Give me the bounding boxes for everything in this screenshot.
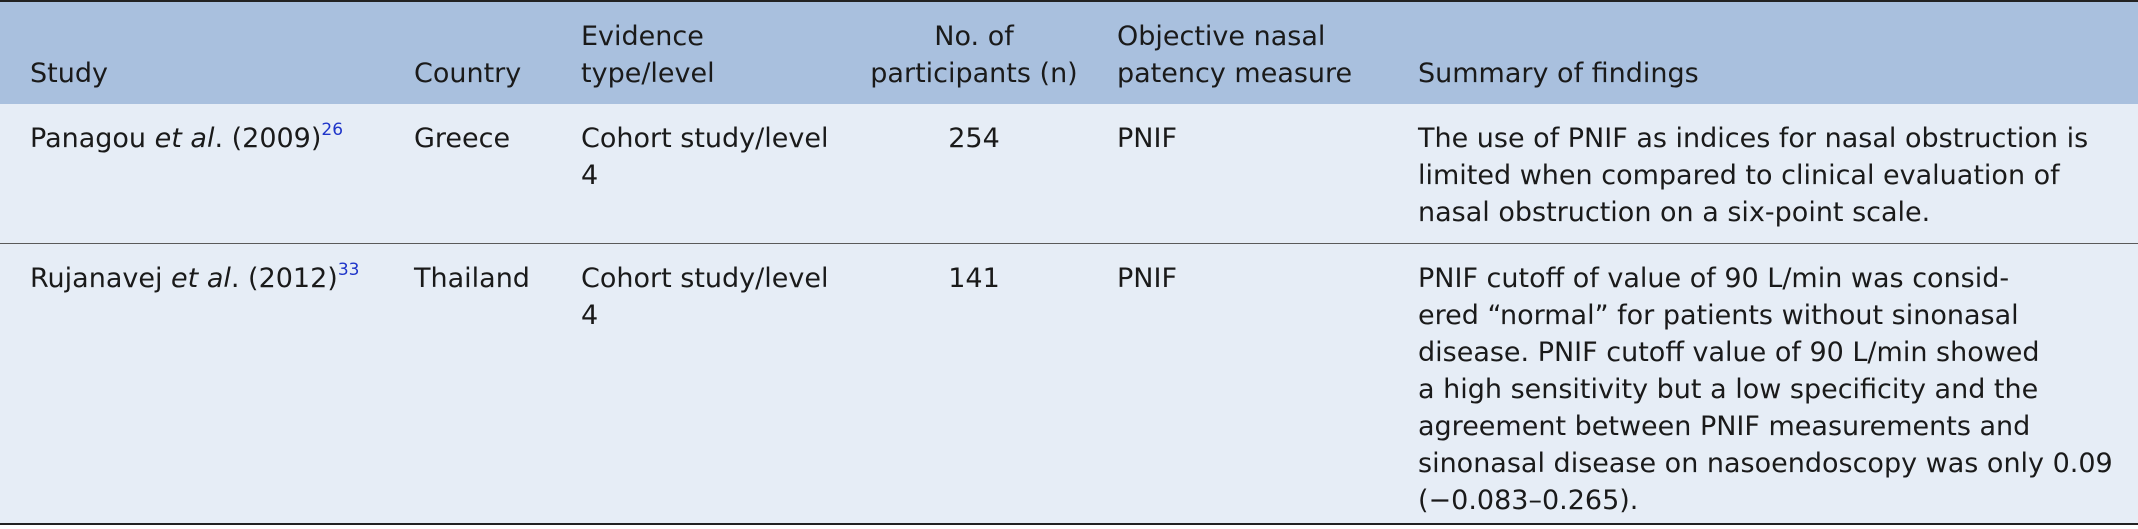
- header-row: Study Country Evidence type/level No. of…: [0, 2, 2138, 104]
- header-measure: Objective nasal patency measure: [1097, 2, 1418, 104]
- header-participants-line2: participants (n): [870, 58, 1077, 89]
- study-year: . (2009): [214, 123, 321, 154]
- summary-line: disease. PNIF cutoff value of 90 L/min s…: [1418, 334, 2128, 371]
- reference-link[interactable]: 26: [321, 120, 343, 140]
- country-cell: Greece: [384, 104, 551, 244]
- study-cell: Rujanavej et al. (2012)33: [0, 244, 384, 529]
- header-summary: Summary of findings: [1418, 2, 2138, 104]
- summary-line: a high sensitivity but a low specificity…: [1418, 371, 2128, 408]
- study-etal: et al: [155, 123, 215, 154]
- summary-line: (−0.083–0.265).: [1418, 482, 2128, 519]
- summary-line: nasal obstruction on a six-point scale.: [1418, 194, 2128, 231]
- summary-line: agreement between PNIF measurements and: [1418, 408, 2128, 445]
- header-measure-line2: patency measure: [1117, 58, 1352, 89]
- summary-line: PNIF cutoff of value of 90 L/min was con…: [1418, 260, 2128, 297]
- header-evidence: Evidence type/level: [551, 2, 851, 104]
- summary-line: The use of PNIF as indices for nasal obs…: [1418, 120, 2128, 157]
- summary-cell: The use of PNIF as indices for nasal obs…: [1418, 104, 2138, 244]
- reference-link[interactable]: 33: [338, 260, 360, 280]
- country-cell: Thailand: [384, 244, 551, 529]
- table-row: Rujanavej et al. (2012)33 Thailand Cohor…: [0, 244, 2138, 529]
- summary-line: limited when compared to clinical evalua…: [1418, 157, 2128, 194]
- summary-line: sinonasal disease on nasoendoscopy was o…: [1418, 445, 2128, 482]
- summary-line: ered “normal” for patients without sinon…: [1418, 297, 2128, 334]
- header-measure-line1: Objective nasal: [1117, 21, 1325, 52]
- header-participants: No. of participants (n): [851, 2, 1097, 104]
- header-study: Study: [0, 2, 384, 104]
- header-country: Country: [384, 2, 551, 104]
- summary-cell: PNIF cutoff of value of 90 L/min was con…: [1418, 244, 2138, 529]
- participants-cell: 254: [851, 104, 1097, 244]
- study-author: Panagou: [30, 123, 155, 154]
- evidence-cell: Cohort study/level 4: [551, 104, 851, 244]
- measure-cell: PNIF: [1097, 244, 1418, 529]
- study-etal: et al: [171, 263, 231, 294]
- evidence-cell: Cohort study/level 4: [551, 244, 851, 529]
- measure-cell: PNIF: [1097, 104, 1418, 244]
- header-participants-line1: No. of: [934, 21, 1013, 52]
- study-author: Rujanavej: [30, 263, 171, 294]
- table-row: Panagou et al. (2009)26 Greece Cohort st…: [0, 104, 2138, 244]
- study-year: . (2012): [231, 263, 338, 294]
- study-cell: Panagou et al. (2009)26: [0, 104, 384, 244]
- participants-cell: 141: [851, 244, 1097, 529]
